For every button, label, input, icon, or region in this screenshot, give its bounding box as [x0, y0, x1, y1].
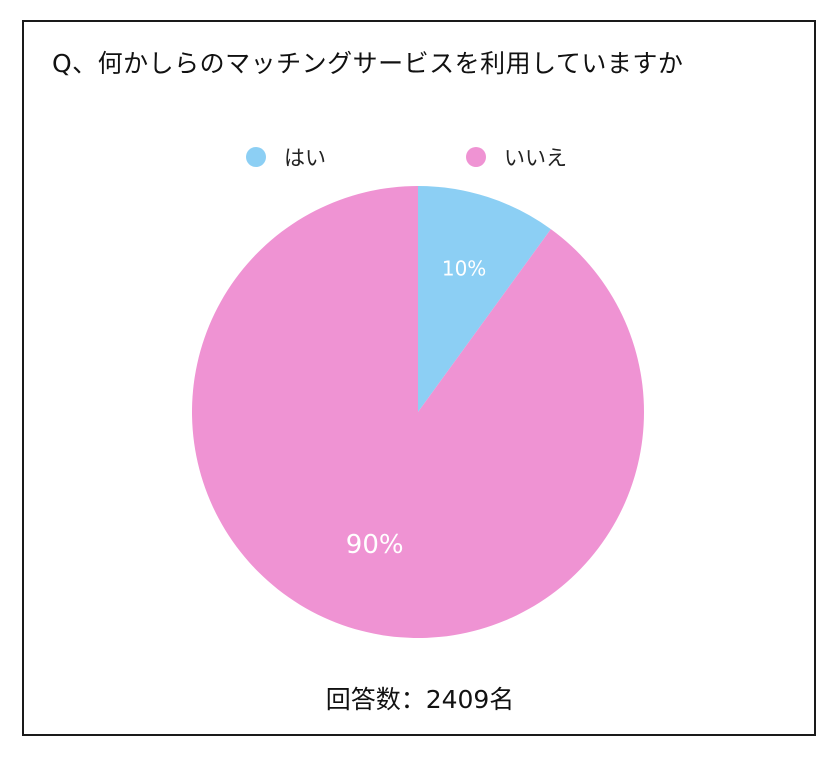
legend-swatch-yes: [246, 147, 266, 167]
pie-slice-no: [192, 186, 645, 638]
response-count: 回答数：2409名: [325, 685, 515, 714]
legend-item-no: いいえ: [466, 142, 567, 172]
legend-swatch-no: [466, 147, 486, 167]
pie-labels: 10% 90%: [346, 257, 487, 560]
chart-legend: はい いいえ: [0, 142, 840, 172]
pie-slice-yes: [418, 186, 551, 412]
legend-item-yes: はい: [246, 142, 326, 172]
pie-slices: [192, 186, 645, 638]
legend-label-yes: はい: [284, 146, 326, 170]
pie-label-no: 90%: [346, 530, 404, 560]
chart-title: Q、何かしらのマッチングサービスを利用していますか: [52, 49, 684, 78]
legend-label-no: いいえ: [504, 146, 567, 170]
pie-label-yes: 10%: [442, 257, 486, 281]
